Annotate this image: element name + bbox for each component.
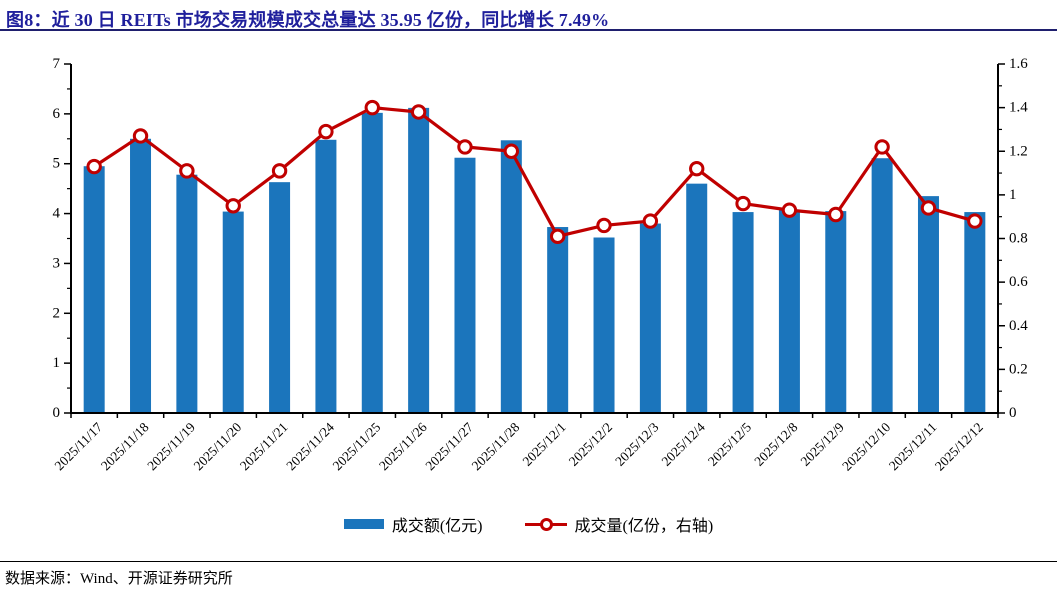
x-category-label: 2025/12/10 (839, 419, 893, 473)
right-tick-label: 1.2 (1009, 143, 1028, 159)
x-category-label: 2025/12/4 (659, 419, 708, 468)
left-tick-label: 6 (53, 106, 61, 122)
volume-marker-2025/11/18 (132, 128, 149, 144)
x-category-label: 2025/12/12 (932, 420, 986, 474)
right-tick-label: 1 (1009, 187, 1017, 203)
volume-marker-2025/11/25 (364, 99, 380, 116)
bar-2025/12/10 (871, 158, 893, 413)
x-category-label: 2025/11/27 (422, 419, 476, 473)
x-category-label: 2025/12/8 (751, 419, 800, 468)
bar-2025/12/5 (732, 212, 754, 413)
left-tick-label: 1 (53, 355, 61, 371)
x-category-label: 2025/11/19 (144, 419, 198, 473)
bar-2025/12/3 (639, 223, 661, 413)
bar-2025/12/12 (964, 212, 986, 413)
bar-2025/11/21 (269, 182, 291, 413)
left-tick-label: 2 (53, 305, 61, 321)
x-category-label: 2025/11/20 (191, 419, 245, 473)
bar-2025/12/8 (778, 210, 800, 413)
legend-turnover-label: 成交额(亿元) (391, 518, 483, 535)
volume-marker-2025/12/2 (596, 217, 612, 234)
x-category-label: 2025/11/17 (52, 419, 106, 473)
bar-2025/11/18 (130, 138, 152, 414)
bar-2025/11/27 (454, 157, 476, 413)
bar-2025/11/17 (83, 166, 105, 413)
left-tick-label: 4 (53, 206, 61, 222)
right-tick-label: 0 (1009, 405, 1017, 421)
bar-2025/12/2 (593, 237, 615, 413)
x-category-label: 2025/11/18 (98, 419, 152, 473)
chart-legend: 成交额(亿元) 成交量(亿份，右轴) (0, 512, 1057, 536)
bar-2025/11/26 (408, 107, 430, 414)
right-tick-label: 0.6 (1009, 274, 1028, 290)
bar-2025/11/19 (176, 174, 198, 413)
bar-2025/11/20 (222, 211, 244, 413)
volume-marker-2025/11/28 (503, 143, 520, 159)
volume-marker-2025/11/17 (86, 158, 102, 175)
bar-2025/12/4 (686, 183, 708, 413)
x-category-label: 2025/11/25 (330, 419, 384, 473)
volume-marker-2025/11/24 (318, 123, 334, 140)
x-category-label: 2025/11/28 (469, 419, 523, 473)
volume-marker-2025/12/10 (874, 139, 890, 155)
volume-marker-2025/12/12 (967, 213, 983, 229)
legend-item-volume: 成交量(亿份，右轴) (524, 512, 714, 536)
bar-2025/11/28 (500, 140, 522, 413)
x-category-label: 2025/12/11 (886, 420, 940, 474)
volume-marker-2025/12/11 (920, 200, 937, 216)
left-tick-label: 7 (53, 56, 61, 72)
volume-marker-2025/12/8 (781, 202, 798, 218)
x-category-label: 2025/12/3 (612, 419, 661, 468)
volume-marker-2025/12/9 (828, 206, 844, 223)
left-tick-label: 5 (53, 156, 61, 172)
legend-volume-label: 成交量(亿份，右轴) (574, 518, 714, 535)
right-tick-label: 0.8 (1009, 231, 1028, 247)
volume-marker-2025/12/3 (642, 213, 659, 229)
right-tick-label: 0.4 (1009, 318, 1028, 334)
x-category-label: 2025/12/1 (519, 420, 568, 469)
line-marker-icon (524, 517, 567, 531)
chart-title: 图8：近 30 日 REITs 市场交易规模成交总量达 35.95 亿份，同比增… (6, 10, 610, 30)
bar-2025/12/11 (917, 196, 939, 413)
volume-marker-2025/11/26 (410, 104, 427, 120)
title-divider (0, 29, 1057, 31)
x-category-label: 2025/11/24 (283, 419, 337, 473)
left-tick-label: 0 (53, 405, 61, 421)
bar-2025/11/25 (361, 112, 383, 414)
volume-marker-2025/11/20 (225, 198, 241, 214)
bar-2025/12/1 (547, 227, 569, 413)
volume-marker-2025/12/4 (689, 161, 705, 177)
left-tick-label: 3 (53, 255, 61, 271)
legend-item-turnover: 成交额(亿元) (343, 512, 483, 536)
right-tick-label: 1.6 (1009, 56, 1028, 72)
volume-marker-2025/12/1 (549, 228, 566, 245)
x-category-label: 2025/12/5 (705, 419, 754, 468)
right-tick-label: 0.2 (1009, 361, 1028, 377)
bar-2025/11/24 (315, 139, 337, 414)
right-tick-label: 1.4 (1009, 100, 1028, 116)
volume-marker-2025/11/27 (457, 139, 473, 155)
volume-marker-2025/11/21 (271, 163, 288, 179)
x-category-label: 2025/12/2 (566, 420, 615, 469)
volume-marker-2025/11/19 (179, 163, 195, 179)
bar-2025/12/9 (825, 211, 847, 413)
data-source: 数据来源：Wind、开源证券研究所 (5, 571, 233, 587)
volume-line (93, 106, 976, 238)
x-category-label: 2025/11/26 (376, 419, 430, 473)
footer-divider (0, 561, 1057, 562)
x-category-label: 2025/11/21 (237, 420, 291, 474)
bar-swatch-icon (343, 519, 384, 529)
volume-marker-2025/12/5 (735, 195, 751, 212)
